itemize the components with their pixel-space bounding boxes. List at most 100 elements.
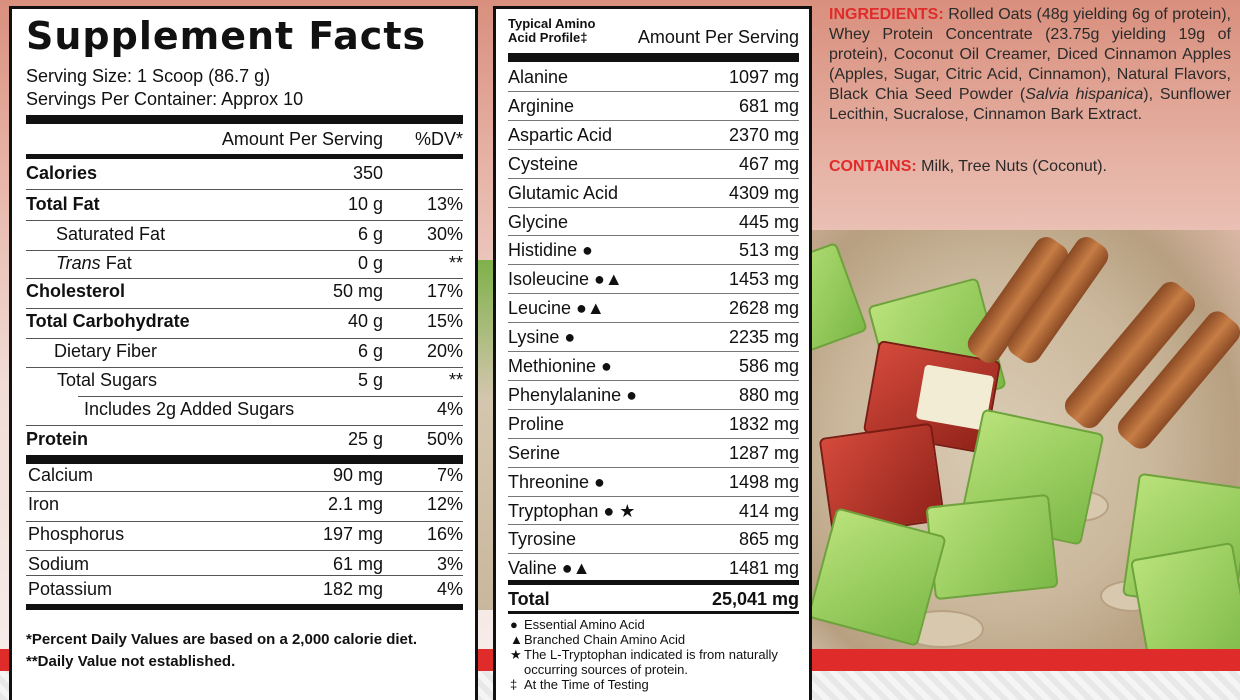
amino-value: 1287 mg <box>728 442 799 463</box>
amino-label: Tryptophan ● ★ <box>508 500 636 521</box>
fact-dv: 15% <box>426 311 463 331</box>
fact-dv: 12% <box>426 494 463 514</box>
row-divider <box>26 278 463 279</box>
row-divider <box>508 235 799 237</box>
row-divider <box>508 322 799 324</box>
fact-label: Saturated Fat <box>56 224 166 244</box>
fact-row-phosphorus: Phosphorus 197 mg 16% <box>26 522 463 550</box>
amino-label: Threonine ● <box>508 471 605 492</box>
amino-title-line2: Acid Profile‡ <box>508 30 588 45</box>
footnote-not-established: **Daily Value not established. <box>26 653 236 670</box>
amino-row: Phenylalanine ● 880 mg <box>508 381 799 410</box>
amino-label: Methionine ● <box>508 356 612 376</box>
fact-amount: 0 g <box>357 253 383 273</box>
amino-value: 467 mg <box>738 153 799 174</box>
fact-label-italic: Trans <box>56 253 101 273</box>
fact-amount: 50 mg <box>332 281 383 301</box>
legend-text: Branched Chain Amino Acid <box>524 632 686 647</box>
amino-row: Histidine ● 513 mg <box>508 236 799 265</box>
amino-row: Arginine 681 mg <box>508 92 799 121</box>
row-divider <box>26 425 463 426</box>
amino-row: Proline 1832 mg <box>508 410 799 439</box>
amino-row: Isoleucine ●▲ 1453 mg <box>508 265 799 294</box>
row-divider <box>26 250 463 251</box>
fact-label: Cholesterol <box>26 281 126 301</box>
legend-text: The L-Tryptophan indicated is from natur… <box>524 647 778 662</box>
row-divider <box>508 524 799 526</box>
dv-header: %DV* <box>414 129 463 149</box>
legend-text: At the Time of Testing <box>524 677 649 692</box>
fact-row-trans-fat: Trans Fat 0 g ** <box>26 251 463 279</box>
fact-row-protein: Protein 25 g 50% <box>26 427 463 455</box>
fact-row-total-fat: Total Fat 10 g 13% <box>26 192 463 220</box>
amino-value: 2628 mg <box>728 298 799 319</box>
fact-row-calories: Calories 350 <box>26 161 463 189</box>
fact-amount: 182 mg <box>322 579 383 599</box>
amino-label: Lysine ● <box>508 327 576 348</box>
amino-row: Aspartic Acid 2370 mg <box>508 121 799 150</box>
fact-label: Trans Fat <box>56 253 132 274</box>
thick-divider <box>508 53 799 62</box>
row-divider <box>508 119 799 121</box>
thin-divider <box>508 611 799 614</box>
row-divider <box>26 220 463 221</box>
amino-row: Lysine ● 2235 mg <box>508 323 799 352</box>
fact-row-cholesterol: Cholesterol 50 mg 17% <box>26 279 463 307</box>
amino-label: Tyrosine <box>508 529 577 550</box>
fact-dv: 13% <box>426 194 463 214</box>
fact-label: Dietary Fiber <box>54 341 158 361</box>
row-divider <box>508 264 799 266</box>
fact-row-iron: Iron 2.1 mg 12% <box>26 492 463 520</box>
supplement-facts-panel: Supplement Facts Serving Size: 1 Scoop (… <box>9 6 478 700</box>
amino-label: Serine <box>508 442 561 463</box>
row-divider <box>508 351 799 352</box>
amino-value: 414 mg <box>738 500 799 521</box>
amount-header: Amount Per Serving <box>221 129 383 149</box>
legend-text: occurring sources of protein. <box>524 662 689 677</box>
amino-total-value: 25,041 mg <box>711 589 799 609</box>
amino-value: 513 mg <box>738 240 799 261</box>
row-divider <box>508 206 799 208</box>
fact-label: Total Sugars <box>57 370 158 390</box>
amino-label: Proline <box>508 413 565 434</box>
amino-amount-header: Amount Per Serving <box>637 27 799 47</box>
amino-value: 4309 mg <box>728 182 799 203</box>
fact-row-total-sugars: Total Sugars 5 g ** <box>26 368 463 396</box>
amino-value: 2370 mg <box>728 124 799 145</box>
fact-amount: 5 g <box>357 370 383 390</box>
amino-label: Aspartic Acid <box>508 124 613 145</box>
amino-value: 865 mg <box>738 529 799 550</box>
amino-value: 2235 mg <box>728 327 799 348</box>
medium-divider <box>508 580 799 585</box>
legend-symbol-icon: ▲ <box>510 632 523 647</box>
row-divider <box>508 495 799 497</box>
oatmeal-image <box>775 230 1240 700</box>
amino-title: Typical Amino Acid Profile‡ <box>508 17 595 45</box>
amino-label: Valine ●▲ <box>508 558 591 579</box>
row-divider <box>26 521 463 522</box>
fact-dv: 4% <box>436 579 463 599</box>
amino-value: 1832 mg <box>728 413 799 434</box>
fact-dv: 20% <box>426 341 463 361</box>
row-divider <box>26 367 463 368</box>
amino-label: Arginine <box>508 95 575 116</box>
fact-amount: 2.1 mg <box>327 494 383 514</box>
row-divider <box>508 177 799 179</box>
amino-row: Alanine 1097 mg <box>508 63 799 92</box>
row-divider <box>508 466 799 468</box>
legend-item: ‡ At the Time of Testing <box>510 677 649 692</box>
fact-amount: 6 g <box>357 341 383 361</box>
fact-row-total-carbohydrate: Total Carbohydrate 40 g 15% <box>26 309 463 337</box>
fact-dv: 7% <box>436 465 463 485</box>
amino-acid-panel: Typical Amino Acid Profile‡ Amount Per S… <box>493 6 812 700</box>
fact-label: Includes 2g Added Sugars <box>84 399 295 419</box>
legend-symbol-icon: ● <box>510 617 518 632</box>
fact-label: Phosphorus <box>28 524 125 544</box>
fact-label-rest: Fat <box>100 253 132 273</box>
legend-item: ● Essential Amino Acid <box>510 617 645 632</box>
row-divider <box>508 437 799 439</box>
amino-label: Glycine <box>508 211 569 232</box>
amino-row: Cysteine 467 mg <box>508 150 799 179</box>
fact-label: Calories <box>26 163 98 183</box>
row-divider <box>508 379 799 381</box>
